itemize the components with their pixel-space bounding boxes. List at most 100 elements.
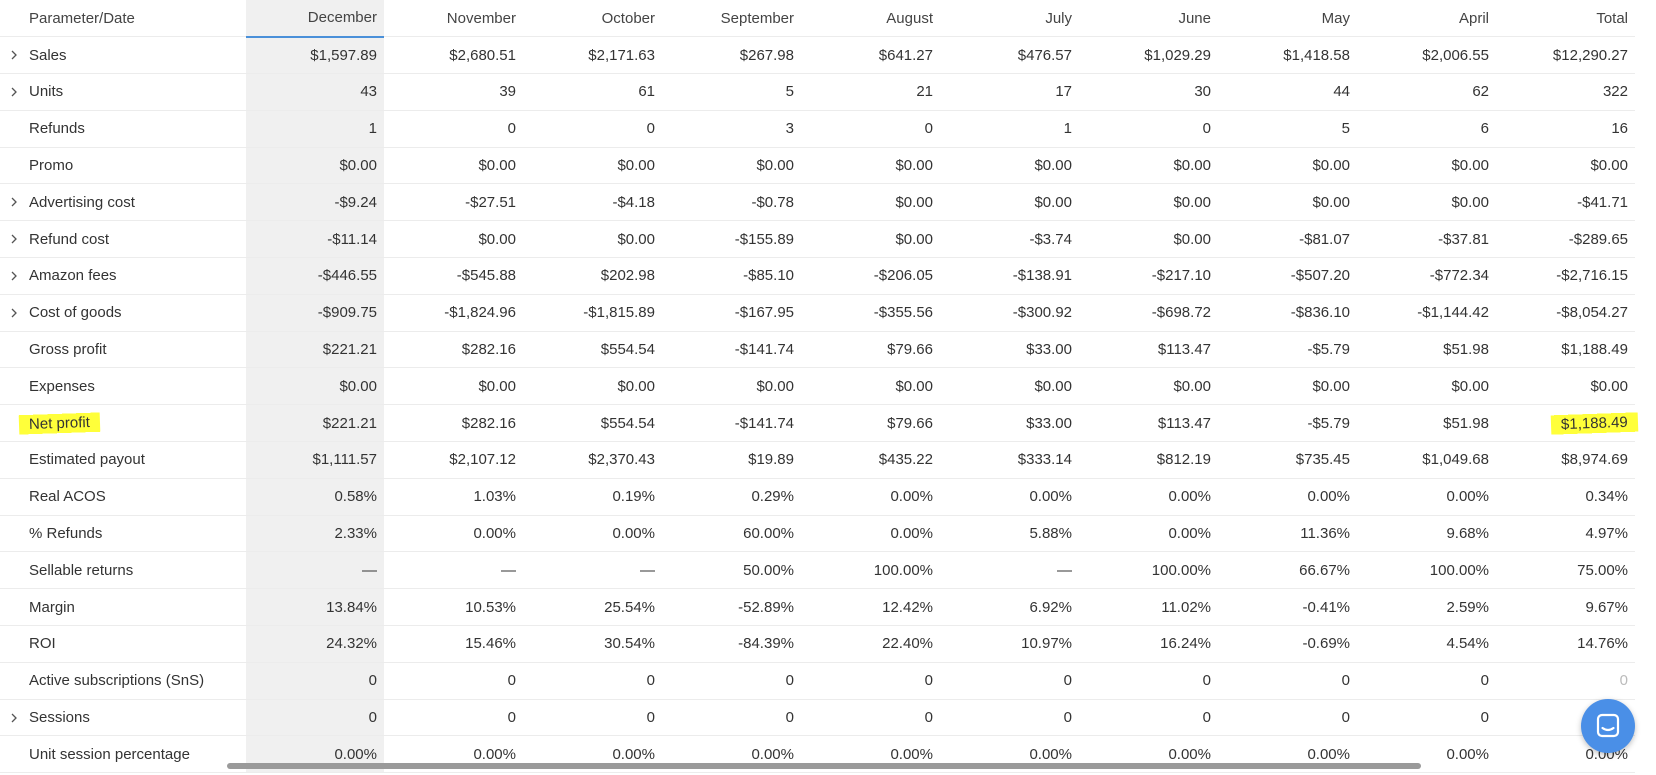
value-cell: 0: [1496, 662, 1635, 700]
cell-value: 0: [507, 709, 516, 727]
value-cell: -$5.79: [1218, 331, 1357, 369]
value-cell: 0: [801, 699, 940, 737]
value-cell: 0: [246, 662, 384, 700]
cell-value: 43: [360, 83, 377, 101]
cell-value: -$41.71: [1577, 193, 1628, 211]
cell-value: 30: [1194, 83, 1211, 101]
cell-value: $735.45: [1295, 451, 1350, 469]
column-header[interactable]: October: [523, 0, 662, 38]
value-cell: 0: [1079, 699, 1218, 737]
value-cell: 0.00%: [801, 478, 940, 516]
cell-value: 10.97%: [1021, 635, 1072, 653]
value-cell: $33.00: [940, 331, 1079, 369]
cell-value: 21: [916, 83, 933, 101]
cell-value: 0: [1063, 672, 1072, 690]
value-cell: $0.00: [940, 183, 1079, 222]
cell-value: 0.00%: [473, 525, 516, 543]
cell-value: $554.54: [600, 341, 655, 359]
value-cell: 100.00%: [1079, 551, 1218, 590]
expand-chevron[interactable]: [9, 86, 19, 98]
cell-value: $0.00: [895, 377, 933, 395]
cell-value: 0: [507, 672, 516, 690]
value-cell: -$446.55: [246, 257, 384, 295]
value-cell: 0: [384, 699, 523, 737]
value-cell: 5: [1218, 110, 1357, 148]
cell-value: 0.00%: [334, 745, 377, 763]
value-cell: 0.00%: [1357, 735, 1496, 774]
value-cell: $0.00: [940, 147, 1079, 185]
value-cell: $0.00: [662, 147, 801, 185]
column-header[interactable]: September: [662, 0, 801, 38]
cell-value: $0.00: [1173, 377, 1211, 395]
cell-value: $79.66: [887, 341, 933, 359]
expand-chevron[interactable]: [9, 196, 19, 208]
row-label: Promo: [29, 157, 74, 175]
cell-value: 0: [1063, 709, 1072, 727]
expand-chevron[interactable]: [9, 233, 19, 245]
row-label-cell: Active subscriptions (SnS): [0, 662, 246, 700]
value-cell: -$909.75: [246, 294, 384, 332]
value-cell: $0.00: [1079, 220, 1218, 259]
column-header[interactable]: June: [1079, 0, 1218, 38]
value-cell: $202.98: [523, 257, 662, 295]
expand-chevron[interactable]: [9, 307, 19, 319]
row-label: Advertising cost: [29, 193, 135, 211]
value-cell: $0.00: [384, 147, 523, 185]
table-row: Promo $0.00 $0.00 $0.00 $0.00 $0.00 $0.00 $0.00…: [0, 147, 1635, 185]
value-cell: -$155.89: [662, 220, 801, 259]
value-cell: -$698.72: [1079, 294, 1218, 332]
table-row: Estimated payout $1,111.57 $2,107.12 $2,370…: [0, 441, 1635, 479]
value-cell: 14.76%: [1496, 625, 1635, 663]
cell-value: 0: [924, 709, 933, 727]
cell-value: -0.69%: [1302, 635, 1350, 653]
horizontal-scrollbar[interactable]: [227, 763, 1421, 769]
column-header[interactable]: November: [384, 0, 523, 38]
value-cell: 16.24%: [1079, 625, 1218, 663]
value-cell: 0.00%: [1079, 515, 1218, 553]
expand-chevron[interactable]: [9, 712, 19, 724]
cell-value: -$836.10: [1290, 304, 1350, 322]
cell-value: 0.00%: [612, 745, 655, 763]
value-cell: $267.98: [662, 36, 801, 75]
value-cell: $0.00: [1496, 367, 1635, 406]
cell-value: -$698.72: [1151, 304, 1211, 322]
cell-value: $0.00: [1590, 377, 1628, 395]
cell-value: 0: [1341, 709, 1350, 727]
column-header[interactable]: Total: [1496, 0, 1635, 38]
column-header[interactable]: August: [801, 0, 940, 38]
value-cell: 22.40%: [801, 625, 940, 663]
row-label: Unit session percentage: [29, 745, 190, 763]
cell-value: $0.00: [1312, 193, 1350, 211]
cell-value: -$85.10: [743, 267, 794, 285]
expand-chevron[interactable]: [9, 49, 19, 61]
value-cell: 60.00%: [662, 515, 801, 553]
value-cell: -$1,824.96: [384, 294, 523, 332]
value-cell: $0.00: [1496, 147, 1635, 185]
value-cell: -$37.81: [1357, 220, 1496, 259]
value-cell: 1: [246, 110, 384, 148]
cell-value: $2,680.51: [449, 46, 516, 64]
cell-value: $0.00: [1034, 157, 1072, 175]
cell-value: 0: [646, 672, 655, 690]
expand-chevron[interactable]: [9, 270, 19, 282]
chat-button[interactable]: [1581, 699, 1635, 753]
value-cell: $1,049.68: [1357, 441, 1496, 479]
column-header[interactable]: December: [246, 0, 384, 38]
cell-value: 0.00%: [1029, 488, 1072, 506]
value-cell: $476.57: [940, 36, 1079, 75]
column-header[interactable]: April: [1357, 0, 1496, 38]
table-row: Cost of goods -$909.75 -$1,824.96 -$1,815.8…: [0, 294, 1635, 332]
column-header[interactable]: July: [940, 0, 1079, 38]
value-cell: $33.00: [940, 404, 1079, 443]
column-header[interactable]: May: [1218, 0, 1357, 38]
value-cell: $735.45: [1218, 441, 1357, 479]
row-label-cell: Advertising cost: [0, 183, 246, 222]
value-cell: 44: [1218, 73, 1357, 111]
cell-value: -$5.79: [1307, 414, 1350, 432]
value-cell: $1,111.57: [246, 441, 384, 479]
value-cell: $0.00: [523, 220, 662, 259]
value-cell: —: [523, 551, 662, 590]
cell-value: 0: [1202, 709, 1211, 727]
cell-value: $33.00: [1026, 341, 1072, 359]
cell-value: $51.98: [1443, 414, 1489, 432]
